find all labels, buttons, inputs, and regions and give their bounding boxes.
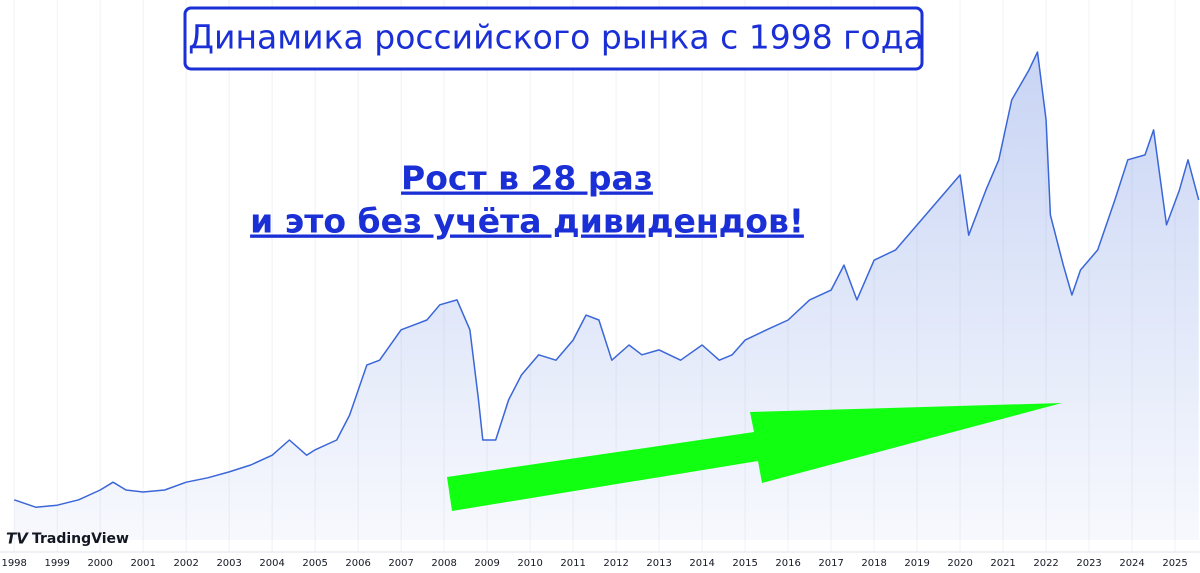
annotation: Рост в 28 раз — [401, 159, 653, 198]
x-tick-label: 2008 — [431, 558, 456, 569]
x-tick-label: 2011 — [560, 558, 585, 569]
x-tick-label: 2021 — [990, 558, 1015, 569]
arrow — [447, 403, 1062, 511]
source: TradingView — [32, 531, 129, 547]
title-box — [183, 6, 924, 71]
x-tick-label: 2004 — [259, 558, 284, 569]
logo-mark: 𝙏𝙑 — [6, 530, 29, 548]
line — [13, 51, 1200, 508]
x-tick-label: 2012 — [603, 558, 628, 569]
x-tick-label: 2016 — [775, 558, 800, 569]
x-tick-label: 2022 — [1033, 558, 1058, 569]
x-tick-label: 2020 — [947, 558, 972, 569]
x-tick-label: 1998 — [1, 558, 26, 569]
x-tick-label: 2009 — [474, 558, 499, 569]
x-tick-label: 2000 — [87, 558, 112, 569]
x-tick-label: 2024 — [1119, 558, 1144, 569]
x-tick-label: 2019 — [904, 558, 929, 569]
x-tick-label: 2006 — [345, 558, 370, 569]
x-tick-label: 2002 — [173, 558, 198, 569]
x-tick-label: 2013 — [646, 558, 671, 569]
x-tick-label: 2025 — [1162, 558, 1187, 569]
x-tick-label: 2014 — [689, 558, 714, 569]
x-tick-label: 2005 — [302, 558, 327, 569]
x-tick-label: 2007 — [388, 558, 413, 569]
x-tick-label: 2015 — [732, 558, 757, 569]
annotation: и это без учёта дивидендов! — [250, 202, 804, 241]
chart-title: Динамика российского рынка с 1998 года — [188, 18, 924, 57]
x-tick-label: 2010 — [517, 558, 542, 569]
x-tick-label: 2001 — [130, 558, 155, 569]
x-tick-label: 1999 — [44, 558, 69, 569]
x-tick-label: 2003 — [216, 558, 241, 569]
x-tick-label: 2018 — [861, 558, 886, 569]
x-tick-label: 2017 — [818, 558, 843, 569]
x-tick-label: 2023 — [1076, 558, 1101, 569]
